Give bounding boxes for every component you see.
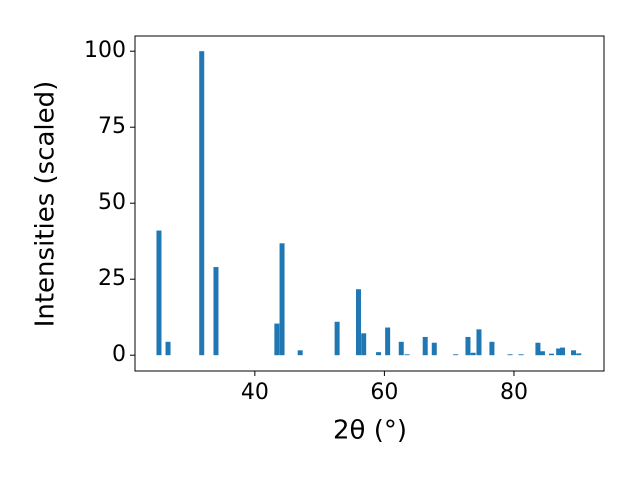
x-axis-label: 2θ (°) xyxy=(333,416,407,446)
bar xyxy=(355,289,361,356)
y-tick-label: 0 xyxy=(112,342,126,367)
bar xyxy=(465,336,471,356)
bar xyxy=(518,354,524,356)
bar xyxy=(213,267,219,356)
bar xyxy=(535,342,541,356)
x-tick-label: 80 xyxy=(500,380,528,405)
bar xyxy=(556,348,562,356)
bar xyxy=(507,354,513,356)
bar xyxy=(549,353,555,356)
bar xyxy=(560,347,566,356)
plot-frame xyxy=(134,35,605,372)
bar xyxy=(489,341,495,356)
x-tick-label: 40 xyxy=(241,380,269,405)
bar xyxy=(476,329,482,356)
bar xyxy=(398,341,404,356)
bar xyxy=(165,341,171,356)
bar xyxy=(199,51,205,356)
y-tick-label: 25 xyxy=(98,266,126,291)
bar xyxy=(334,321,340,356)
bar xyxy=(571,350,577,356)
bar xyxy=(385,327,391,356)
bar xyxy=(361,333,367,356)
bar xyxy=(576,353,582,356)
y-tick-label: 100 xyxy=(84,38,126,63)
bar xyxy=(376,352,382,356)
bar xyxy=(404,354,410,356)
bar xyxy=(156,230,162,356)
bar xyxy=(422,336,428,356)
y-axis-label: Intensities (scaled) xyxy=(31,81,61,328)
y-tick-label: 75 xyxy=(98,114,126,139)
bar xyxy=(453,354,459,356)
bar xyxy=(297,350,303,356)
bar xyxy=(431,342,437,356)
bar xyxy=(539,351,545,356)
bar xyxy=(274,323,280,356)
bar xyxy=(470,352,476,356)
bar xyxy=(279,243,285,356)
x-tick-label: 60 xyxy=(370,380,398,405)
y-tick-label: 50 xyxy=(98,190,126,215)
